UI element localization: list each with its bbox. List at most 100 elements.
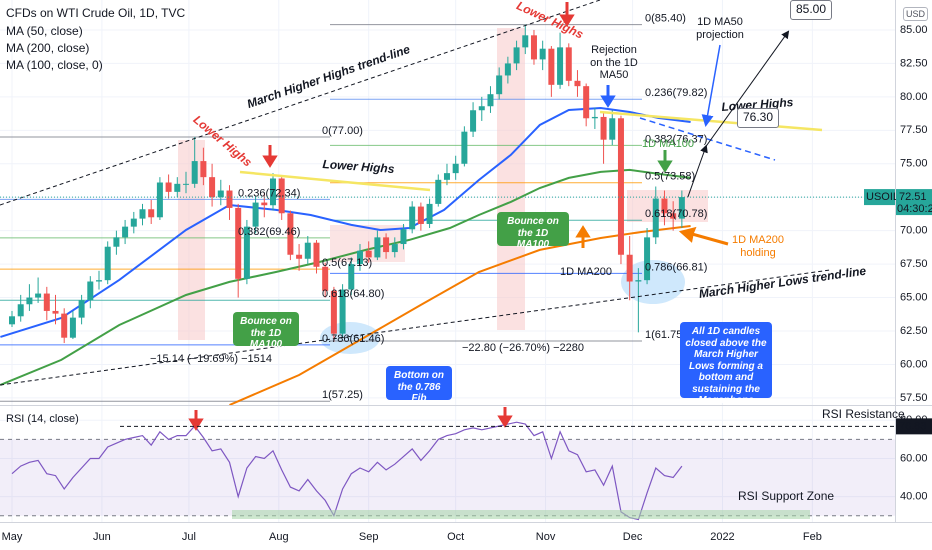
x-tick-label: Nov [536, 531, 556, 543]
x-tick-label: Dec [623, 531, 643, 543]
candle-body [130, 218, 137, 227]
axes: 57.5060.0062.5065.0067.5070.0072.5075.00… [0, 13, 932, 543]
candle-body [470, 110, 477, 132]
annotation: Lower Highs [322, 157, 395, 177]
measurement: −22.80 (−26.70%) −2280 [462, 342, 585, 354]
annotation-box: Bottom on the 0.786 Fib [386, 366, 452, 404]
fib-label: 0.5(67.13) [322, 257, 372, 269]
candle-body [9, 316, 16, 325]
red-arrow [262, 145, 278, 168]
y-tick-label: 77.50 [900, 124, 928, 136]
moving-average [229, 225, 691, 405]
candle-body [557, 47, 564, 85]
candle-body [391, 244, 398, 253]
candle-body [269, 178, 276, 206]
rsi-band [0, 439, 895, 516]
candle-body [539, 48, 546, 60]
measurement: −15.14 (−19.69%) −1514 [150, 353, 273, 365]
candle-body [235, 207, 242, 279]
annotation: 1D MA200 [560, 266, 612, 278]
rsi-line [11, 421, 683, 521]
arrow [701, 44, 721, 127]
candle-body [426, 203, 433, 224]
candle-body [313, 242, 320, 267]
candle-body [139, 209, 146, 219]
candle-body [365, 250, 372, 258]
candle-body [635, 280, 642, 282]
last-price-label: 72.51 [899, 191, 927, 203]
candle-body [617, 118, 624, 255]
x-tick-label: Feb [803, 531, 822, 543]
candle-body [330, 290, 337, 334]
annotation-box: Bounce on the 1D MA100 [497, 212, 569, 250]
candle-body [652, 198, 659, 238]
fib-label: 1(57.25) [322, 389, 363, 401]
drawings [0, 0, 932, 523]
candle-body [600, 116, 607, 140]
candle-body [574, 80, 581, 87]
red-arrow [497, 407, 513, 428]
candle-body [104, 246, 111, 281]
candle-body [35, 293, 42, 298]
candle-body [148, 209, 155, 218]
candle-body [217, 190, 224, 198]
fib-label: 0.618(70.78) [645, 208, 707, 220]
y-tick-label: 82.50 [900, 57, 928, 69]
annotation: RSI Support Zone [738, 489, 835, 503]
projection-arrow [687, 144, 708, 198]
candle-body [287, 213, 294, 255]
moving-average [0, 168, 691, 386]
candle-body [182, 183, 189, 185]
lower-highs-line [239, 170, 431, 192]
candle-body [95, 280, 102, 282]
target-box: 76.30 [737, 108, 780, 129]
fib-label: 0.5(73.58) [645, 171, 695, 183]
orange-arrow [678, 226, 729, 246]
trend-line [0, 0, 601, 206]
y-tick-label: 60.00 [900, 358, 928, 370]
rsi-title: RSI (14, close) [6, 413, 79, 425]
fib-label: 0.786(61.46) [322, 333, 384, 345]
fib-levels [0, 24, 642, 402]
candle-body [504, 63, 511, 76]
fib-label: 0(85.40) [645, 13, 686, 25]
candle-body [261, 202, 268, 206]
candle-body [670, 213, 677, 219]
y-tick-label: 60.00 [900, 452, 928, 464]
candle-body [522, 35, 529, 48]
fib-label: 0.618(64.80) [322, 288, 384, 300]
candle-body [548, 48, 555, 85]
y-tick-label: 75.00 [900, 158, 928, 170]
currency: USD [903, 7, 929, 22]
x-tick-label: Oct [447, 531, 464, 543]
candle-body [78, 300, 85, 318]
candle-body [278, 178, 285, 214]
support-zone [232, 510, 810, 519]
annotation: Rejection on the 1D MA50 [590, 44, 638, 82]
candle-body [400, 229, 407, 245]
candle-body [478, 106, 485, 111]
candle-body [26, 297, 33, 305]
resistance-label: 76.83 [899, 420, 927, 432]
annotation: RSI Resistance [822, 407, 905, 421]
x-tick-label: 2022 [710, 531, 734, 543]
candle-body [165, 182, 172, 192]
candle-body [252, 202, 259, 227]
candle-body [609, 118, 616, 140]
candle-body [52, 310, 59, 314]
target-box: 85.00 [790, 0, 833, 20]
candle-body [209, 177, 216, 198]
ma50-projection [639, 117, 776, 161]
candle-body [61, 313, 68, 338]
fib-label: 0.786(66.81) [645, 261, 707, 273]
y-tick-label: 40.00 [900, 491, 928, 503]
candle-body [17, 304, 24, 317]
candle-body [356, 250, 363, 265]
candle-body [591, 116, 598, 119]
candle-body [530, 35, 537, 60]
annotation: Lower Highs [190, 112, 255, 170]
fib-label: 0.382(76.37) [645, 133, 707, 145]
fib-label: 0.236(72.34) [238, 187, 300, 199]
